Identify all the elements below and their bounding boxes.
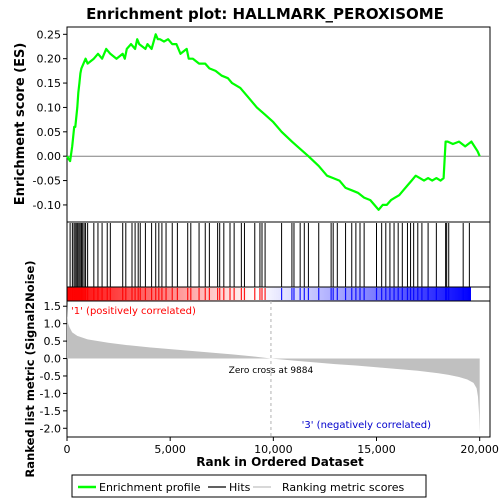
x-axis-ticks: 0 5,000 10,000 15,000 20,000: [64, 437, 499, 456]
ranking-y-tick-label: 1.0: [44, 318, 62, 331]
negative-label: '3' (negatively correlated): [302, 420, 431, 431]
legend-frame: [71, 474, 427, 498]
es-y-tick-label: 0.05: [37, 126, 62, 139]
ranking-y-ticks: -2.0 -1.5 -1.0 -0.5 0.0 0.5 1.0 1.5: [40, 300, 67, 435]
x-tick-label: 5,000: [154, 443, 186, 456]
es-y-tick-label: 0.20: [37, 53, 62, 66]
x-axis-label: Rank in Ordered Dataset: [196, 455, 364, 469]
ranking-y-tick-label: -2.0: [40, 422, 61, 435]
legend-ranking-label: Ranking metric scores: [282, 481, 404, 494]
chart-title: Enrichment plot: HALLMARK_PEROXISOME: [86, 5, 444, 23]
ranking-y-tick-label: -1.0: [40, 387, 61, 400]
es-y-tick-label: -0.05: [33, 175, 61, 188]
hits-marks: [69, 223, 470, 287]
ranking-y-tick-label: 0.0: [44, 353, 62, 366]
legend: Enrichment profile Hits Ranking metric s…: [71, 474, 427, 498]
es-y-tick-label: 0.15: [37, 77, 62, 90]
ranking-y-tick-label: 1.5: [44, 300, 62, 313]
x-tick-label: 10,000: [254, 443, 293, 456]
es-y-tick-label: 0.00: [37, 150, 62, 163]
es-y-tick-label: -0.10: [33, 199, 61, 212]
es-y-label: Enrichment score (ES): [13, 43, 28, 206]
es-y-ticks: -0.10 -0.05 0.00 0.05 0.10 0.15 0.20 0.25: [33, 28, 67, 212]
ranking-panel: -2.0 -1.5 -1.0 -0.5 0.0 0.5 1.0 1.5 Zero cross …: [23, 260, 491, 478]
legend-profile-label: Enrichment profile: [99, 481, 201, 494]
es-y-tick-label: 0.10: [37, 101, 62, 114]
rank-color-band: [66, 286, 491, 302]
ranking-y-tick-label: 0.5: [44, 335, 62, 348]
es-panel: -0.10 -0.05 0.00 0.05 0.10 0.15 0.20 0.25 Enric…: [13, 26, 491, 223]
ranking-panel-frame: [66, 300, 491, 438]
legend-hits-label: Hits: [229, 481, 251, 494]
ranking-y-label: Ranked list metric (Signal2Noise): [23, 260, 37, 477]
rank-gradient-bar: [67, 287, 471, 301]
ranking-y-tick-label: -1.5: [40, 405, 61, 418]
zero-cross-label: Zero cross at 9884: [229, 366, 314, 376]
band-hit-marks: [69, 288, 470, 300]
ranking-y-tick-label: -0.5: [40, 370, 61, 383]
x-tick-label: 20,000: [460, 443, 499, 456]
x-tick-label: 0: [64, 443, 71, 456]
ranking-metric-area: [67, 304, 480, 434]
x-tick-label: 15,000: [357, 443, 396, 456]
enrichment-profile-line: [66, 33, 481, 211]
positive-label: '1' (positively correlated): [71, 306, 196, 317]
es-y-tick-label: 0.25: [37, 28, 62, 41]
